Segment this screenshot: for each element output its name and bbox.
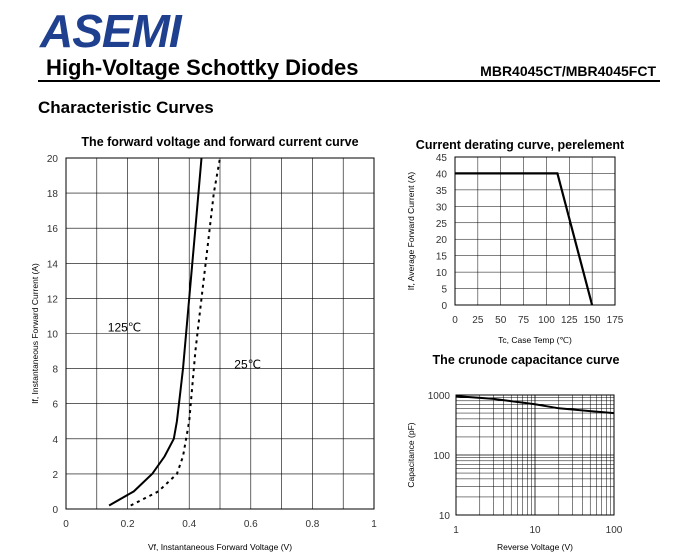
chart1-y-tick: 2 <box>52 470 58 481</box>
chart3-x-tick: 100 <box>606 525 623 536</box>
chart2-y-tick: 15 <box>436 252 448 263</box>
chart1-x-tick: 0.8 <box>305 519 319 530</box>
chart3-ylabel: Capacitance (pF) <box>406 422 416 487</box>
chart3-series-line <box>455 395 615 415</box>
chart2-x-tick: 50 <box>495 315 507 326</box>
chart1-y-tick: 18 <box>47 189 59 200</box>
chart2-y-tick: 5 <box>441 285 447 296</box>
chart2-x-tick: 0 <box>452 315 458 326</box>
chart2-title: Current derating curve, perelement <box>416 138 625 152</box>
chart1-y-tick: 8 <box>52 365 58 376</box>
asemi-logo: ASEMI <box>40 5 182 57</box>
chart1-x-tick: 0.4 <box>182 519 196 530</box>
chart2-x-tick: 125 <box>561 315 578 326</box>
chart2-y-tick: 10 <box>436 268 448 279</box>
chart1-x-tick: 0 <box>63 519 69 530</box>
chart2-xlabel: Tc, Case Temp (℃) <box>498 335 572 345</box>
chart1-y-tick: 4 <box>52 435 58 446</box>
chart2-x-tick: 75 <box>518 315 530 326</box>
chart2-x-tick: 100 <box>538 315 555 326</box>
header-rule <box>38 80 660 82</box>
chart1-ylabel: If, Instantaneous Forward Current (A) <box>30 263 40 404</box>
chart1-title: The forward voltage and forward current … <box>81 135 358 149</box>
chart3-xlabel: Reverse Voltage (V) <box>497 542 573 552</box>
chart3-y-tick: 100 <box>433 451 450 462</box>
chart1-y-tick: 0 <box>52 505 58 516</box>
chart1-y-tick: 12 <box>47 294 59 305</box>
chart3-title: The crunode capacitance curve <box>433 353 620 367</box>
chart2-ylabel: If, Average Forward Current (A) <box>406 172 416 291</box>
chart1-annotation-25c: 25℃ <box>234 358 261 372</box>
chart1-y-tick: 20 <box>47 154 59 165</box>
chart1-y-tick: 6 <box>52 400 58 411</box>
chart3-x-tick: 1 <box>453 525 459 536</box>
chart3-y-tick: 10 <box>439 511 451 522</box>
chart2-x-tick: 175 <box>607 315 624 326</box>
chart1-series-1-line <box>130 157 221 507</box>
section-title: Characteristic Curves <box>38 98 214 117</box>
page-title: High-Voltage Schottky Diodes <box>46 55 359 80</box>
chart2-x-tick: 25 <box>472 315 484 326</box>
chart2-y-tick: 0 <box>441 301 447 312</box>
chart1-y-tick: 10 <box>47 330 59 341</box>
chart1-x-tick: 0.2 <box>121 519 135 530</box>
chart3-y-tick: 1000 <box>428 391 451 402</box>
chart1-frame <box>65 157 375 510</box>
chart1-x-tick: 1 <box>371 519 377 530</box>
chart2-y-tick: 45 <box>436 153 448 164</box>
chart1-x-tick: 0.6 <box>244 519 258 530</box>
chart3-frame <box>455 394 615 516</box>
chart1-y-tick: 14 <box>47 259 59 270</box>
chart1-annotation-125c: 125℃ <box>108 321 142 335</box>
part-number: MBR4045CT/MBR4045FCT <box>480 63 656 79</box>
chart2-frame <box>454 156 616 306</box>
chart2-y-tick: 40 <box>436 169 448 180</box>
chart2-y-tick: 25 <box>436 219 448 230</box>
chart2-x-tick: 150 <box>584 315 601 326</box>
chart2-y-tick: 20 <box>436 235 448 246</box>
chart2-y-tick: 30 <box>436 202 448 213</box>
chart2-y-tick: 35 <box>436 186 448 197</box>
chart1-y-tick: 16 <box>47 224 59 235</box>
chart1-xlabel: Vf, Instantaneous Forward Voltage (V) <box>148 542 292 552</box>
chart1-series-0-line <box>108 157 203 507</box>
chart2-series-line <box>455 172 594 306</box>
chart3-x-tick: 10 <box>529 525 541 536</box>
